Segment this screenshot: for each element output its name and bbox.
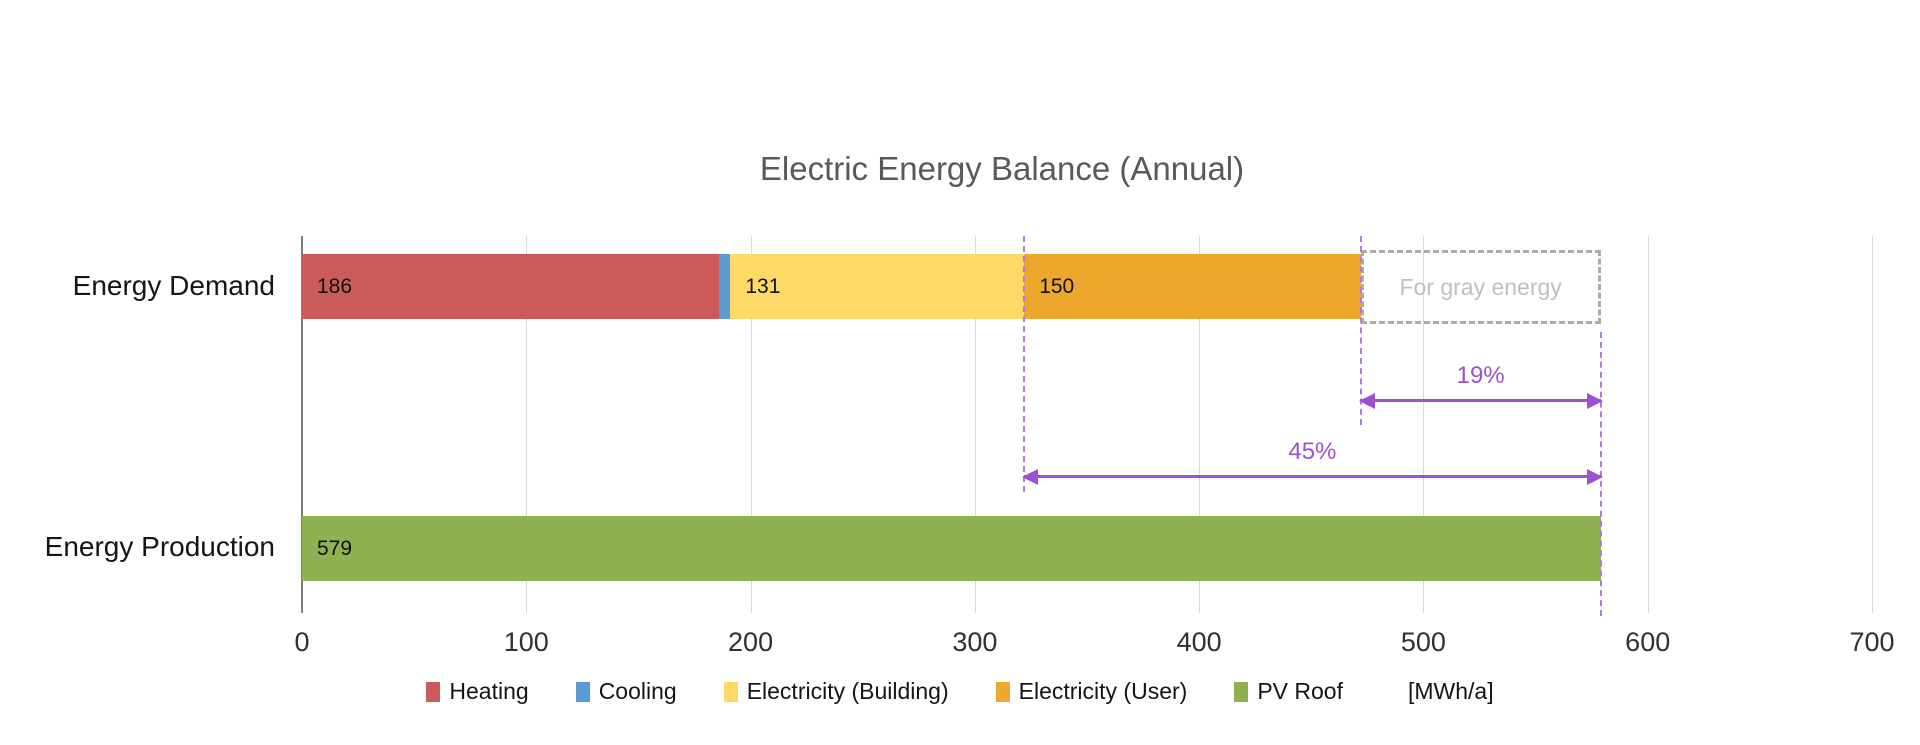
annotation-label-45pct: 45% xyxy=(1288,438,1337,465)
x-tick-label-500: 500 xyxy=(1400,627,1446,657)
x-tick-label-600: 600 xyxy=(1625,627,1671,657)
gridline-x-500 xyxy=(1423,236,1425,613)
plot-area: 186 131 150 579 For gray energy 19% 45% xyxy=(301,236,1873,616)
arrowhead-left xyxy=(1022,469,1039,485)
x-tick-label-100: 100 xyxy=(503,627,549,657)
legend-label: PV Roof xyxy=(1257,678,1343,704)
legend-item-cooling: Cooling xyxy=(575,678,677,705)
legend-label: Cooling xyxy=(598,678,677,704)
bar-value-label: 131 xyxy=(745,274,781,298)
bar-row-0: 186 131 150 xyxy=(302,254,1872,319)
arrowhead-left xyxy=(1358,393,1375,409)
legend-swatch xyxy=(995,681,1010,702)
bar-value-label: 579 xyxy=(317,536,353,560)
legend-swatch xyxy=(723,681,738,702)
legend-label: Heating xyxy=(449,678,529,704)
guide-line-322 xyxy=(1023,236,1026,492)
legend-swatch xyxy=(575,681,590,702)
annotation-arrow-19pct xyxy=(1358,393,1603,409)
x-tick-label-0: 0 xyxy=(294,627,310,657)
guide-line-472 xyxy=(1359,236,1362,425)
legend-item-electricity-user: Electricity (User) xyxy=(995,678,1188,705)
annotation-label-19pct: 19% xyxy=(1456,362,1505,389)
bar-segment-heating: 186 xyxy=(302,254,720,319)
row-label-energy-demand: Energy Demand xyxy=(72,270,275,301)
legend-item-heating: Heating xyxy=(426,678,529,705)
gray-energy-box: For gray energy xyxy=(1360,250,1601,324)
gridline-x-700 xyxy=(1872,236,1873,613)
bar-value-label: 150 xyxy=(1039,274,1075,298)
bar-segment-electricity-building: 131 xyxy=(730,254,1025,319)
gridline-x-300 xyxy=(974,236,976,613)
legend-swatch xyxy=(426,681,441,702)
legend-label: Electricity (Building) xyxy=(746,678,949,704)
annotation-arrow-45pct xyxy=(1022,469,1603,485)
legend-item-pv-roof: PV Roof xyxy=(1234,678,1343,705)
chart-title: Electric Energy Balance (Annual) xyxy=(759,150,1245,187)
legend-item-electricity-building: Electricity (Building) xyxy=(723,678,949,705)
x-tick-label-700: 700 xyxy=(1849,627,1895,657)
bar-segment-pv-roof: 579 xyxy=(302,516,1601,581)
gridline-x-100 xyxy=(526,236,528,613)
legend-label: Electricity (User) xyxy=(1018,678,1188,704)
gridline-x-400 xyxy=(1199,236,1201,613)
gray-energy-label: For gray energy xyxy=(1399,273,1562,300)
row-label-energy-production: Energy Production xyxy=(44,531,275,562)
bar-row-1: 579 xyxy=(302,516,1872,581)
bar-segment-electricity-user: 150 xyxy=(1024,254,1361,319)
legend-swatch xyxy=(1234,681,1249,702)
legend: Heating Cooling Electricity (Building) Elec… xyxy=(0,678,1920,705)
gridline-x-600 xyxy=(1647,236,1649,613)
y-axis-line xyxy=(301,236,303,613)
arrowhead-right xyxy=(1586,469,1603,485)
gridline-x-200 xyxy=(750,236,752,613)
x-tick-label-400: 400 xyxy=(1176,627,1222,657)
x-tick-label-300: 300 xyxy=(952,627,998,657)
bar-segment-cooling xyxy=(719,254,731,319)
x-tick-label-200: 200 xyxy=(728,627,774,657)
arrowhead-right xyxy=(1586,393,1603,409)
legend-unit-label: [MWh/a] xyxy=(1407,678,1494,704)
bar-value-label: 186 xyxy=(317,274,353,298)
